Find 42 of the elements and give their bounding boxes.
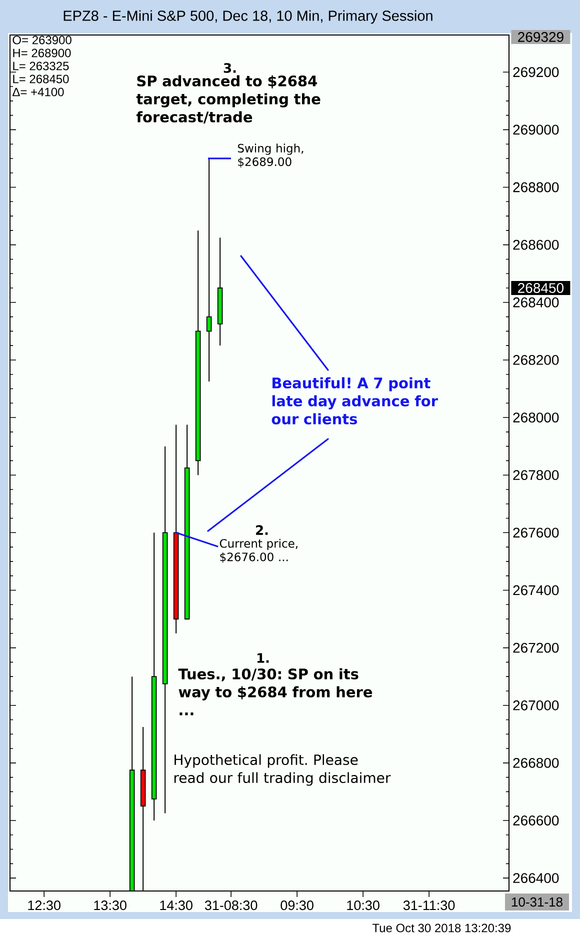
y-tick-label: 268200: [513, 355, 559, 365]
x-tick-label: 31-11:30: [403, 900, 455, 910]
x-tick-label: 31-08:30: [204, 900, 258, 910]
y-tick-label: 267400: [513, 585, 559, 596]
x-tick-label: 13:30: [94, 900, 126, 910]
text: Tue Oct 30 2018 13:20:39: [372, 924, 511, 932]
y-tick-label: 266400: [513, 873, 559, 884]
annotation: 1.: [257, 653, 269, 663]
x-tick-label: 10:30: [347, 900, 380, 910]
y-tick-label: 267200: [513, 642, 559, 653]
ref-line-label: Swing high, $2689.00: [238, 144, 304, 168]
x-tick-label: 12:30: [28, 900, 60, 910]
annotation: Tues., 10/30: SP on its way to $2684 from here ...: [178, 668, 372, 716]
y-tick-label: 268400: [513, 297, 559, 308]
annotation: Δ= +4100: [12, 88, 64, 96]
y-tick-label: 267600: [513, 528, 559, 538]
y-tick-label: 267000: [513, 700, 559, 710]
x-tick-label: 14:30: [160, 900, 192, 910]
annotation: 2.: [256, 525, 268, 535]
annotation: Current price, $2676.00 ...: [220, 538, 298, 563]
y-tick-label: 267800: [513, 470, 559, 480]
y-tick-label: 268000: [513, 412, 559, 422]
y-tick-label: 266800: [513, 758, 559, 768]
annotation: Beautiful! A 7 point late day advance for our clients: [272, 377, 438, 424]
x-tick-label: 09:30: [280, 900, 314, 910]
candlestick: [206, 158, 212, 382]
text: 268450: [518, 283, 564, 293]
annotation: 3.: [224, 63, 236, 73]
annotation: L= 268450: [13, 74, 69, 84]
chart-title: EPZ8 - E-Mini S&P 500, Dec 18, 10 Min, Primary Session: [64, 10, 432, 24]
y-tick-label: 269000: [513, 124, 559, 135]
y-tick-label: 268600: [513, 240, 559, 250]
annotation: Hypothetical profit. Please read our full trading disclaimer: [174, 754, 391, 786]
annotation: O= 263900: [12, 36, 72, 44]
y-tick-label: 269200: [513, 67, 559, 78]
y-tick-label: 266600: [513, 816, 559, 826]
annotation: H= 268900: [13, 48, 71, 58]
text: 10-31-18: [512, 897, 562, 907]
y-tick-label: 268800: [513, 182, 559, 192]
annotation: SP advanced to $2684 target, completing the forecast/trade: [136, 75, 320, 124]
annotation: L= 263325: [13, 62, 69, 70]
text: 269329: [518, 32, 564, 42]
